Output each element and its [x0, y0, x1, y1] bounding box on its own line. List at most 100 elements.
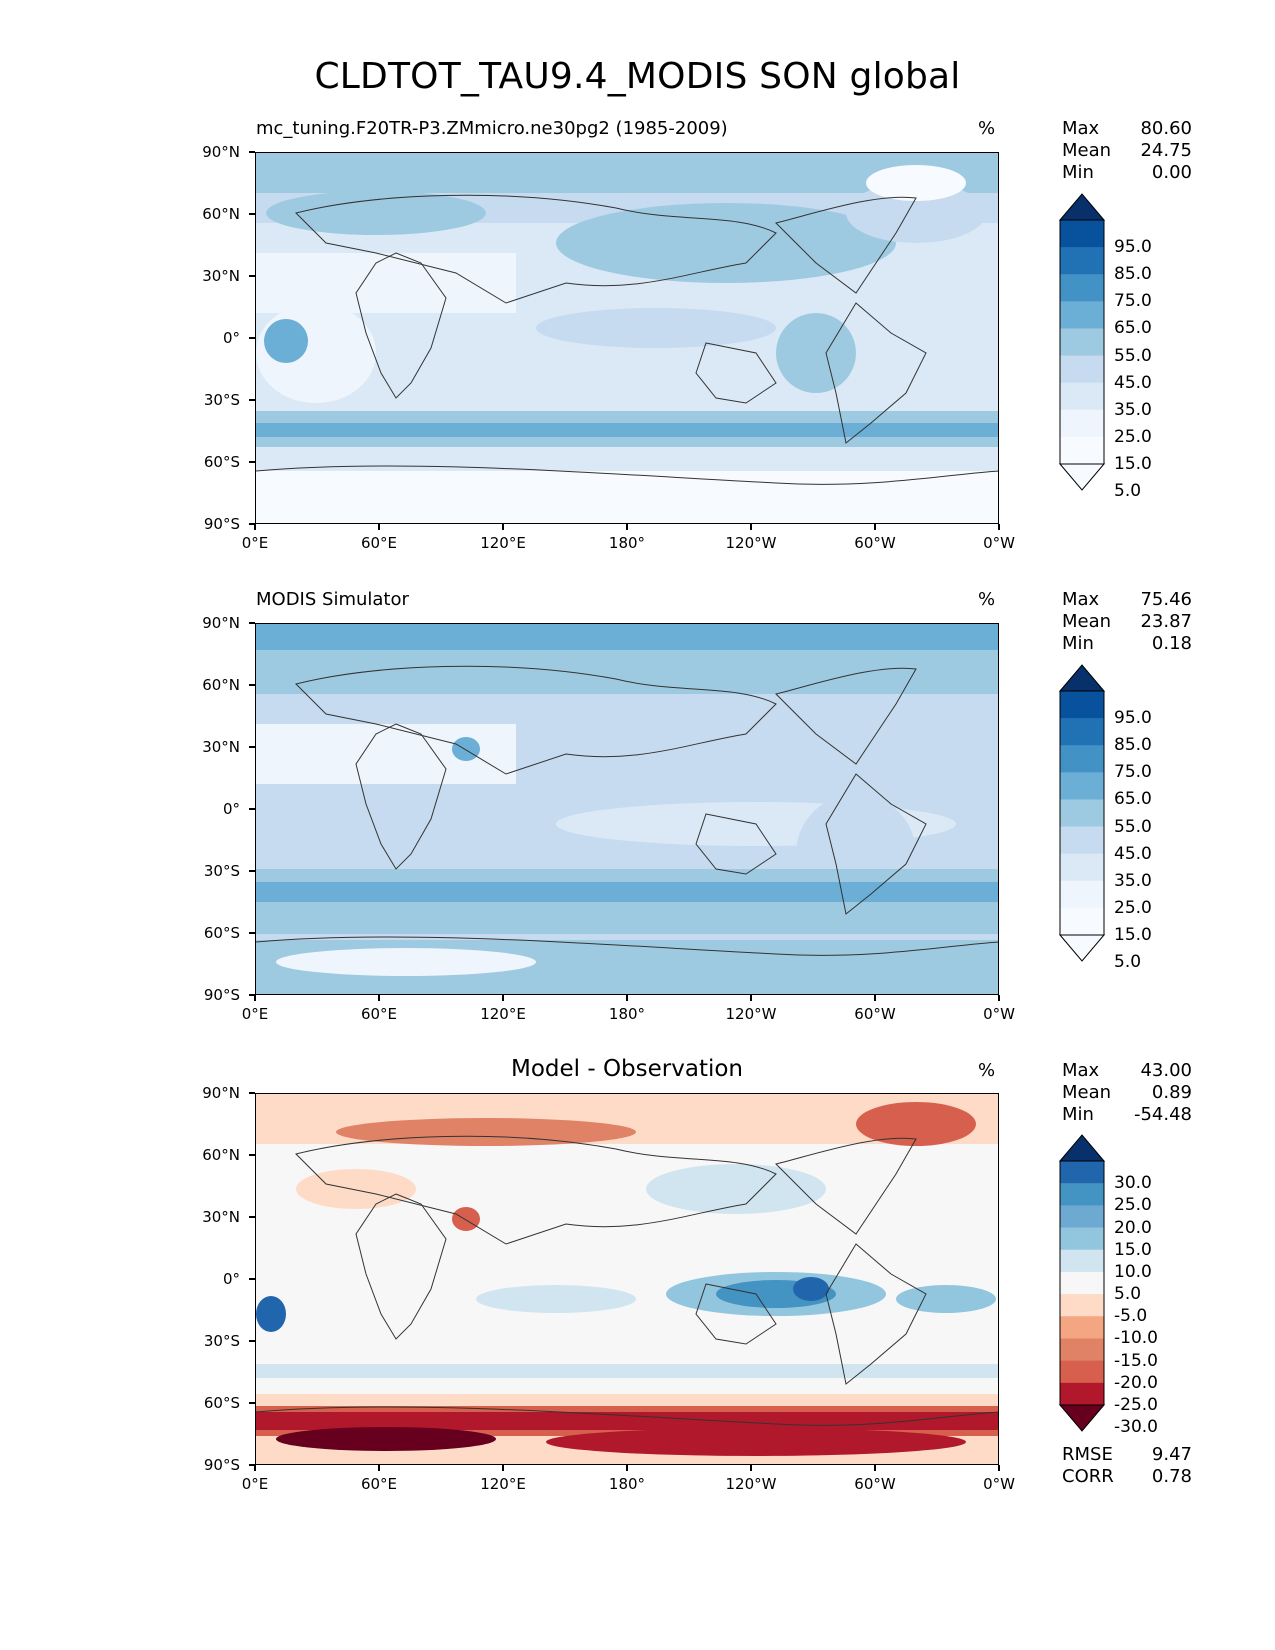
- lon-tick-label: 0°E: [241, 534, 269, 552]
- panel-subtitle: mc_tuning.F20TR-P3.ZMmicro.ne30pg2 (1985…: [256, 118, 728, 139]
- colorbar-tick-label: 55.0: [1114, 816, 1152, 837]
- colorbar-tick-label: 75.0: [1114, 762, 1152, 783]
- lat-tick-label: 90°S: [203, 986, 240, 1004]
- lon-tick-label: 0°W: [983, 534, 1015, 552]
- lat-tick-mark: [249, 1402, 255, 1404]
- colorbar-segment: [1060, 1249, 1104, 1273]
- colorbar-segment: [1060, 220, 1104, 248]
- colorbar-segment: [1060, 382, 1104, 411]
- lat-tick-label: 90°S: [203, 515, 240, 533]
- stat-mean: Mean 0.89: [1062, 1082, 1192, 1103]
- lon-tick-mark: [750, 524, 752, 530]
- colorbar-tick-label: 15.0: [1114, 925, 1152, 945]
- lat-tick-mark: [249, 808, 255, 810]
- lon-tick-label: 120°E: [480, 534, 526, 552]
- colorbar-segment: [1060, 907, 1104, 936]
- lon-tick-mark: [378, 995, 380, 1001]
- colorbar-tick-label: 85.0: [1114, 264, 1152, 285]
- colorbar-svg: [1058, 193, 1106, 491]
- lat-tick-mark: [249, 461, 255, 463]
- stats-block: Max 80.60 Mean 24.75 Min 0.00: [1062, 118, 1192, 184]
- colorbar-segment: [1060, 880, 1104, 909]
- map-model-svg: [256, 153, 998, 523]
- colorbar-segment: [1060, 1205, 1104, 1229]
- panel-subtitle: MODIS Simulator: [256, 589, 409, 610]
- colorbar-tick-label: 75.0: [1114, 291, 1152, 312]
- colorbar-tick-label: 15.0: [1114, 1239, 1152, 1260]
- lon-tick-mark: [998, 1465, 1000, 1471]
- stat-max: Max 43.00: [1062, 1060, 1192, 1081]
- map-obs-svg: [256, 624, 998, 994]
- colorbar-segment: [1060, 301, 1104, 329]
- lon-tick-label: 180°: [608, 534, 646, 552]
- colorbar-tick-label: 30.0: [1114, 1173, 1152, 1194]
- stat-rmse: RMSE 9.47: [1062, 1444, 1192, 1465]
- lon-tick-mark: [998, 995, 1000, 1001]
- colorbar-tick-label: 35.0: [1114, 870, 1152, 891]
- map-diff: [255, 1093, 999, 1465]
- lat-tick-label: 60°N: [202, 1146, 240, 1164]
- units-label: %: [978, 589, 996, 610]
- stat-mean: Mean 24.75: [1062, 140, 1192, 161]
- colorbar-segment: [1060, 718, 1104, 746]
- colorbar-svg: [1058, 664, 1106, 962]
- colorbar-tick-label: -30.0: [1114, 1417, 1158, 1438]
- lat-tick-label: 30°N: [202, 738, 240, 756]
- panel-center-title: Model - Observation: [510, 1056, 744, 1082]
- lat-tick-mark: [249, 1464, 255, 1466]
- lat-tick-label: 60°S: [203, 1394, 240, 1412]
- colorbar-tick-label: 25.0: [1114, 897, 1152, 918]
- lat-tick-mark: [249, 275, 255, 277]
- lon-tick-label: 120°W: [725, 1005, 777, 1023]
- colorbar-tick-label: -10.0: [1114, 1328, 1158, 1349]
- colorbar-tick-label: 85.0: [1114, 735, 1152, 756]
- colorbar-tick-label: -15.0: [1114, 1350, 1158, 1371]
- colorbar-tick-label: 25.0: [1114, 426, 1152, 447]
- lon-tick-label: 120°E: [480, 1005, 526, 1023]
- lon-tick-label: 60°W: [854, 1005, 896, 1023]
- colorbar-tick-label: 25.0: [1114, 1195, 1152, 1216]
- stat-min: Min -54.48: [1062, 1104, 1192, 1125]
- colorbar-segment: [1060, 274, 1104, 302]
- lat-tick-label: 60°S: [203, 924, 240, 942]
- lat-tick-label: 0°: [222, 1270, 240, 1288]
- lat-tick-mark: [249, 746, 255, 748]
- lon-tick-mark: [874, 524, 876, 530]
- lat-tick-mark: [249, 1278, 255, 1280]
- colorbar-tick-label: 65.0: [1114, 318, 1152, 339]
- stat-max: Max 80.60: [1062, 118, 1192, 139]
- colorbar-tick-label: 55.0: [1114, 345, 1152, 366]
- lon-tick-mark: [874, 995, 876, 1001]
- lat-tick-label: 30°S: [203, 862, 240, 880]
- colorbar: [1058, 1134, 1106, 1432]
- lon-tick-mark: [378, 524, 380, 530]
- colorbar-tick-label: 45.0: [1114, 843, 1152, 864]
- colorbar-tick-label: 95.0: [1114, 237, 1152, 258]
- lon-tick-label: 60°W: [854, 534, 896, 552]
- lon-tick-mark: [378, 1465, 380, 1471]
- lat-tick-label: 30°S: [203, 1332, 240, 1350]
- map-model: [255, 152, 999, 524]
- lon-tick-label: 180°: [608, 1005, 646, 1023]
- lat-tick-mark: [249, 213, 255, 215]
- map-obs: [255, 623, 999, 995]
- lon-tick-label: 60°E: [360, 1005, 398, 1023]
- lon-tick-label: 0°W: [983, 1475, 1015, 1493]
- units-label: %: [978, 118, 996, 139]
- lat-tick-label: 90°N: [202, 614, 240, 632]
- lat-tick-label: 60°N: [202, 205, 240, 223]
- stats-block: Max 43.00 Mean 0.89 Min -54.48: [1062, 1060, 1192, 1126]
- stat-min: Min 0.18: [1062, 633, 1192, 654]
- colorbar-segment: [1060, 1338, 1104, 1362]
- lat-tick-mark: [249, 1216, 255, 1218]
- skill-stats: RMSE 9.47 CORR 0.78: [1062, 1444, 1192, 1488]
- lon-tick-label: 0°E: [241, 1005, 269, 1023]
- colorbar-segment: [1060, 355, 1104, 384]
- lat-tick-mark: [249, 870, 255, 872]
- stats-block: Max 75.46 Mean 23.87 Min 0.18: [1062, 589, 1192, 655]
- colorbar-tick-label: 20.0: [1114, 1217, 1152, 1238]
- lon-tick-mark: [502, 1465, 504, 1471]
- lat-tick-mark: [249, 151, 255, 153]
- colorbar-tick-label: 45.0: [1114, 372, 1152, 393]
- colorbar-tick-label: 10.0: [1114, 1261, 1152, 1282]
